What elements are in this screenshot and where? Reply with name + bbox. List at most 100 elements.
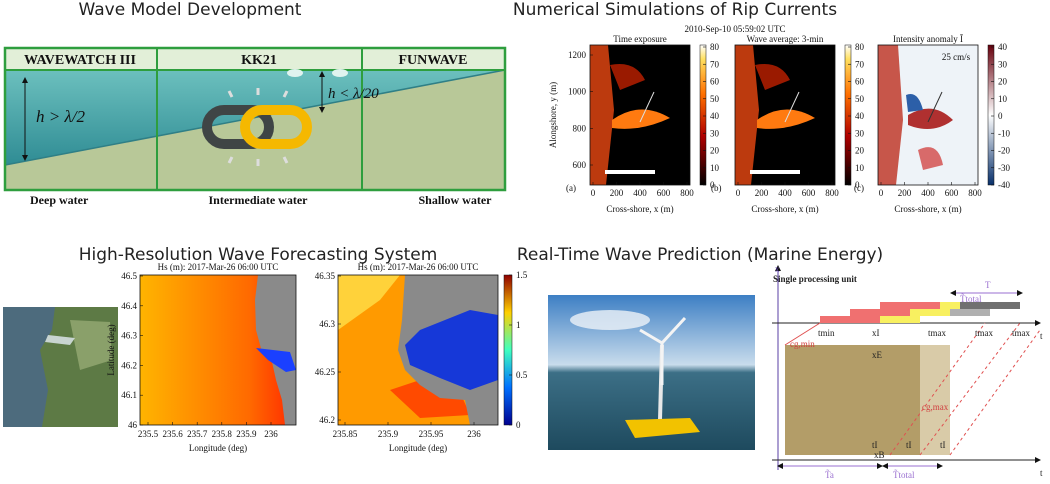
intensity-blob — [755, 64, 790, 90]
diagram-label: T̃total — [960, 294, 982, 304]
timestamp: 2010-Sep-10 05:59:02 UTC — [685, 24, 786, 34]
axis-label: x — [775, 264, 780, 274]
column-header: FUNWAVE — [399, 53, 468, 68]
tick-label: -10 — [998, 128, 1010, 138]
tick-label: -30 — [998, 163, 1010, 173]
line-shape — [639, 328, 663, 345]
subplot-title: Wave average: 3-min — [747, 34, 824, 44]
diagram-label: tmax — [928, 328, 946, 338]
tick-label: 20 — [998, 77, 1008, 87]
time-bar — [850, 309, 910, 316]
tick-label: -40 — [998, 180, 1010, 190]
tick-label: 600 — [945, 188, 959, 198]
colorbar — [699, 44, 707, 186]
tick-label: 46.1 — [121, 390, 137, 400]
tick-label: 20 — [710, 146, 720, 156]
tick-label: 800 — [680, 188, 694, 198]
panel-title: Numerical Simulations of Rip Currents — [513, 0, 837, 20]
zone-label: Shallow water — [419, 193, 493, 207]
header-row — [5, 48, 505, 70]
processing-region — [920, 345, 950, 455]
diagram-label: tmax — [1012, 328, 1030, 338]
wave-crest — [332, 69, 348, 77]
tick-label: 60 — [710, 77, 720, 87]
chain-rays — [227, 88, 289, 166]
tick-label: 0 — [591, 188, 596, 198]
panel-letter: (c) — [854, 183, 864, 193]
tick-label: 400 — [633, 188, 647, 198]
diagram-label: tmax — [975, 328, 993, 338]
cloud — [570, 310, 650, 330]
tick-label: 235.6 — [162, 429, 183, 439]
axes-frame — [337, 274, 499, 426]
diagram-label: tI — [906, 440, 912, 450]
time-bar — [960, 302, 1020, 309]
floating-platform — [625, 418, 700, 438]
axis-label: t — [1040, 331, 1043, 341]
tick-label: 400 — [778, 188, 792, 198]
panel-letter: (a) — [566, 183, 576, 193]
tick-label: 235.9 — [378, 429, 399, 439]
wave-crest — [287, 69, 303, 77]
tick-label: 50 — [855, 94, 865, 104]
column-header: KK21 — [241, 53, 277, 68]
tick-label: 46.2 — [319, 415, 335, 425]
line-shape — [227, 90, 234, 98]
y-axis-label: Alongshore, y (m) — [548, 82, 558, 148]
tick-label: 235.5 — [138, 429, 159, 439]
characteristics — [889, 322, 1041, 456]
depth-label: h < λ/20 — [328, 86, 379, 102]
turbine-blades — [639, 316, 687, 385]
time-bar — [820, 316, 880, 323]
tick-label: 200 — [898, 188, 912, 198]
line-shape — [919, 322, 1021, 456]
tick-label: 800 — [968, 188, 982, 198]
tick-label: 40 — [710, 111, 720, 121]
tick-label: 46.4 — [121, 301, 137, 311]
time-bar — [880, 302, 940, 309]
tick-label: 400 — [921, 188, 935, 198]
tick-label: 0 — [736, 188, 741, 198]
map-2: Hs (m): 2017-Mar-26 06:00 UTC Longitude … — [315, 262, 528, 453]
tick-label: 10 — [710, 163, 720, 173]
chain-link — [202, 105, 274, 149]
diagram-label: cg,min — [790, 339, 815, 349]
tick-label: 0 — [879, 188, 884, 198]
tick-label: 46.3 — [121, 331, 137, 341]
rip-subplots: Time exposure(a)Cross-shore, x (m)0 200 40… — [566, 34, 1010, 214]
tick-label: 0 — [710, 180, 715, 190]
tick-label: 70 — [855, 59, 865, 69]
tick-label: 30 — [855, 128, 865, 138]
panel-title: Real-Time Wave Prediction (Marine Energy… — [517, 245, 883, 265]
tick-label: 800 — [825, 188, 839, 198]
diagram-label: Single processing unit — [773, 274, 857, 284]
map-title: Hs (m): 2017-Mar-26 06:00 UTC — [158, 262, 279, 272]
x-axis-label: Longitude (deg) — [189, 443, 247, 453]
group-speed — [784, 322, 821, 346]
tick-label: 0 — [516, 420, 521, 430]
diagram-label: cg,max — [922, 402, 949, 412]
satellite-estuary — [45, 335, 75, 345]
zone-label: Deep water — [30, 193, 89, 207]
line-shape — [282, 156, 289, 164]
tick-label: 236 — [264, 429, 278, 439]
time-bar — [940, 302, 960, 309]
tick-label: 0.5 — [516, 370, 528, 380]
intensity-blob — [610, 64, 645, 90]
chain-link — [240, 105, 312, 149]
subplot-title: Time exposure — [613, 34, 666, 44]
tick-label: 60 — [855, 77, 865, 87]
depth-label: h > λ/2 — [36, 107, 86, 126]
panel-letter: (b) — [711, 183, 722, 193]
diagram-label: tmin — [818, 328, 835, 338]
g-shape: Single processing unit x t t T T̃total t… — [773, 264, 1043, 480]
tick-label: 235.7 — [187, 429, 208, 439]
tick-label: 1.5 — [516, 270, 528, 280]
column-header: WAVEWATCH III — [24, 53, 136, 68]
estuary-field — [405, 310, 498, 390]
x-axis-label: Cross-shore, x (m) — [894, 204, 961, 214]
tick-label: 10 — [855, 163, 865, 173]
tick-label: 80 — [855, 42, 865, 52]
